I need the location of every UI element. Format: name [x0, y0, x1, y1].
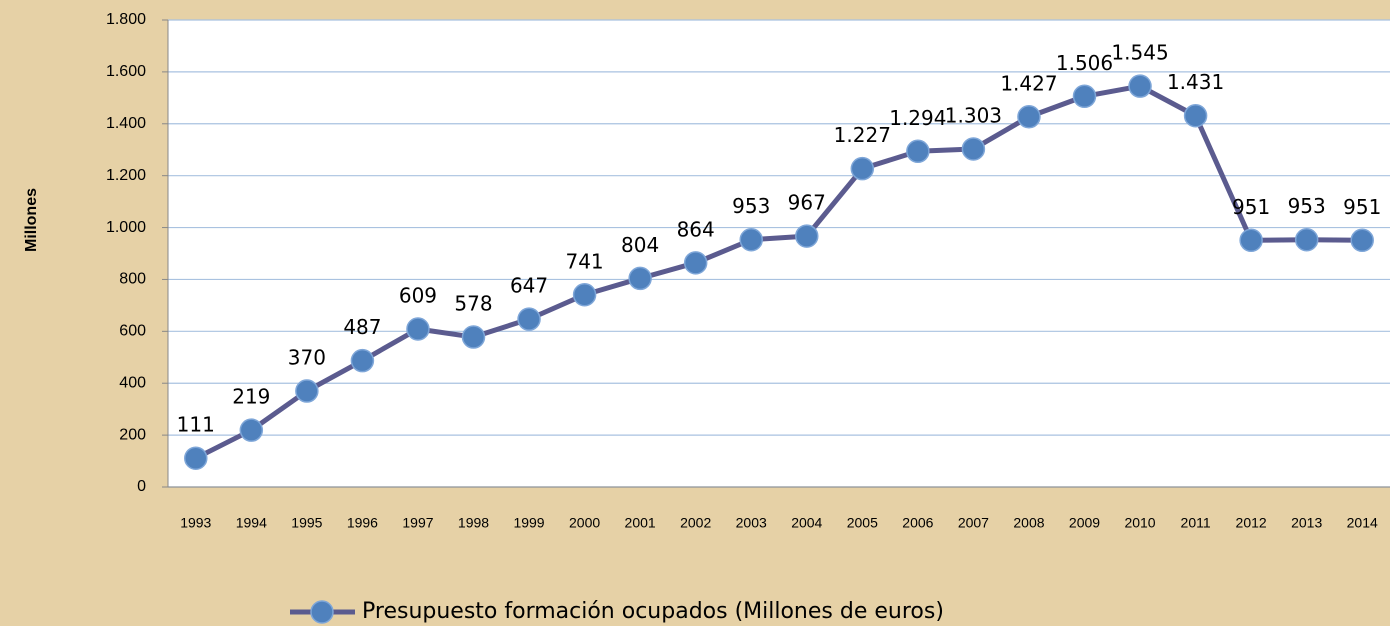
- data-point: [961, 137, 986, 161]
- data-label: 1.303: [945, 103, 1002, 127]
- x-tick-label: 2002: [680, 515, 711, 531]
- data-point: [683, 251, 708, 275]
- data-point: [906, 139, 930, 164]
- data-label: 951: [1343, 195, 1381, 219]
- x-tick-label: 2013: [1291, 515, 1322, 531]
- x-tick-label: 2009: [1069, 515, 1100, 531]
- y-tick-label: 600: [119, 323, 146, 340]
- legend-label: Presupuesto formación ocupados (Millones…: [362, 599, 944, 624]
- data-label: 741: [565, 249, 603, 273]
- data-point: [1017, 105, 1041, 129]
- y-tick-label: 200: [119, 426, 146, 443]
- data-point: [295, 379, 319, 403]
- data-point: [350, 348, 375, 373]
- data-label: 219: [232, 385, 270, 409]
- x-tick-label: 1994: [236, 515, 267, 531]
- x-tick-label: 2000: [569, 515, 600, 531]
- data-label: 1.431: [1167, 70, 1224, 94]
- data-label: 609: [399, 283, 437, 307]
- data-point: [184, 446, 208, 470]
- data-label: 804: [621, 233, 659, 257]
- x-tick-label: 2006: [902, 515, 933, 531]
- data-point: [1183, 103, 1208, 128]
- data-label: 370: [288, 346, 326, 370]
- y-tick-label: 800: [119, 271, 146, 288]
- data-label: 111: [177, 413, 215, 437]
- x-tick-label: 1996: [347, 515, 378, 531]
- data-point: [795, 224, 819, 248]
- x-tick-label: 2008: [1013, 515, 1044, 531]
- data-label: 967: [788, 191, 826, 215]
- x-tick-label: 2007: [958, 515, 989, 531]
- y-tick-label: 1.200: [106, 167, 146, 184]
- y-axis-label: Millones: [23, 188, 40, 252]
- data-label: 1.545: [1111, 41, 1168, 65]
- plot-area: [168, 20, 1390, 487]
- data-point: [1239, 228, 1263, 253]
- x-tick-label: 2011: [1181, 515, 1211, 531]
- y-tick-label: 1.400: [106, 115, 146, 132]
- x-tick-label: 2004: [791, 515, 822, 531]
- data-point: [1294, 227, 1319, 252]
- series-line: [194, 83, 1363, 461]
- data-point: [239, 418, 264, 442]
- data-label: 1.227: [834, 123, 891, 147]
- y-tick-label: 0: [137, 478, 146, 495]
- y-tick-label: 400: [119, 374, 146, 391]
- x-tick-label: 1995: [291, 515, 322, 531]
- x-tick-label: 1993: [180, 515, 211, 531]
- x-tick-label: 2014: [1347, 515, 1378, 531]
- data-point: [461, 325, 486, 349]
- data-label: 953: [1288, 194, 1326, 218]
- data-point: [572, 283, 597, 307]
- x-tick-label: 2010: [1124, 515, 1155, 531]
- data-point: [517, 307, 541, 331]
- data-point: [1072, 84, 1097, 109]
- x-tick-label: 2003: [736, 515, 767, 531]
- x-tick-label: 1997: [402, 515, 433, 531]
- y-tick-label: 1.800: [106, 11, 146, 28]
- data-point: [1128, 74, 1152, 98]
- legend-marker: [310, 600, 334, 624]
- data-label: 951: [1232, 195, 1270, 219]
- data-point: [406, 317, 430, 341]
- data-label: 578: [454, 292, 492, 316]
- data-point: [1350, 228, 1374, 253]
- x-tick-label: 2012: [1236, 515, 1267, 531]
- data-point: [628, 266, 652, 291]
- data-label: 487: [343, 315, 381, 339]
- data-label: 647: [510, 274, 548, 298]
- y-tick-label: 1.600: [106, 63, 146, 80]
- x-tick-label: 2005: [847, 515, 878, 531]
- x-tick-label: 2001: [625, 515, 656, 531]
- data-label: 1.427: [1000, 71, 1057, 95]
- data-label: 953: [732, 194, 770, 218]
- y-tick-label: 1.000: [106, 219, 146, 236]
- x-tick-label: 1998: [458, 515, 489, 531]
- data-label: 864: [677, 217, 715, 241]
- x-tick-label: 1999: [513, 515, 544, 531]
- data-point: [850, 156, 875, 181]
- data-label: 1.506: [1056, 51, 1113, 75]
- data-point: [739, 227, 763, 252]
- data-label: 1.294: [889, 106, 946, 130]
